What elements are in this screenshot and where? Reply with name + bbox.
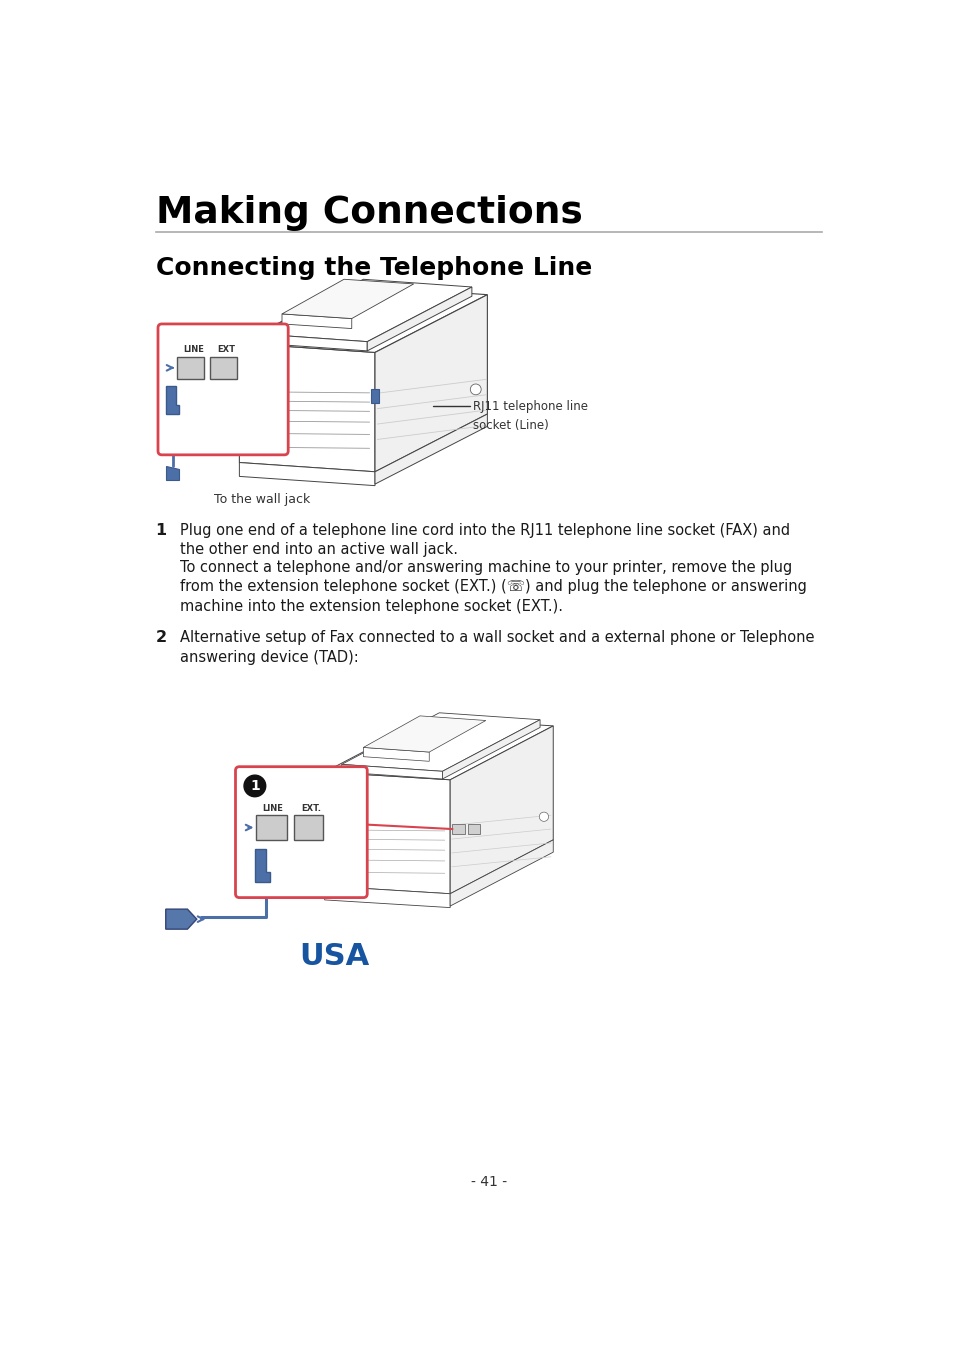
Text: EXT: EXT	[217, 345, 235, 354]
Polygon shape	[239, 343, 375, 472]
Polygon shape	[324, 718, 553, 780]
FancyBboxPatch shape	[294, 815, 323, 840]
Polygon shape	[375, 414, 487, 484]
Polygon shape	[324, 886, 450, 907]
Polygon shape	[450, 840, 553, 906]
Text: RJ11 telephone line: RJ11 telephone line	[473, 400, 588, 412]
Text: 1: 1	[155, 523, 167, 538]
Polygon shape	[282, 280, 414, 319]
Text: Alternative setup of Fax connected to a wall socket and a external phone or Tele: Alternative setup of Fax connected to a …	[179, 630, 813, 665]
FancyBboxPatch shape	[371, 389, 378, 403]
Text: 2: 2	[155, 630, 167, 645]
FancyBboxPatch shape	[210, 357, 236, 379]
Polygon shape	[166, 909, 196, 929]
FancyBboxPatch shape	[177, 357, 204, 379]
Polygon shape	[367, 287, 472, 352]
Polygon shape	[324, 772, 450, 894]
Polygon shape	[363, 748, 429, 761]
Polygon shape	[450, 726, 553, 894]
FancyBboxPatch shape	[243, 362, 256, 373]
FancyBboxPatch shape	[235, 767, 367, 898]
FancyBboxPatch shape	[256, 815, 287, 840]
Polygon shape	[166, 466, 179, 480]
Polygon shape	[282, 314, 352, 329]
Polygon shape	[442, 719, 539, 779]
Polygon shape	[341, 713, 539, 771]
Text: Making Connections: Making Connections	[155, 195, 582, 231]
Polygon shape	[258, 334, 367, 352]
Text: To the wall jack: To the wall jack	[214, 493, 311, 507]
Text: LINE: LINE	[262, 804, 283, 814]
Circle shape	[470, 384, 480, 395]
Text: - 41 -: - 41 -	[471, 1175, 506, 1188]
FancyBboxPatch shape	[452, 825, 464, 834]
Text: Connecting the Telephone Line: Connecting the Telephone Line	[155, 256, 591, 280]
Polygon shape	[375, 295, 487, 472]
Text: EXT.: EXT.	[301, 804, 321, 814]
Text: Plug one end of a telephone line cord into the RJ11 telephone line socket (FAX) : Plug one end of a telephone line cord in…	[179, 523, 789, 557]
Circle shape	[244, 775, 266, 796]
Polygon shape	[258, 280, 472, 342]
FancyBboxPatch shape	[260, 362, 274, 373]
Text: USA: USA	[299, 942, 370, 971]
Text: 1: 1	[250, 779, 259, 792]
Circle shape	[538, 813, 548, 822]
Polygon shape	[254, 849, 270, 883]
Text: LINE: LINE	[183, 345, 204, 354]
FancyBboxPatch shape	[158, 324, 288, 454]
Text: socket (Line): socket (Line)	[473, 419, 549, 431]
Polygon shape	[239, 462, 375, 485]
Polygon shape	[166, 385, 179, 414]
Text: To connect a telephone and/or answering machine to your printer, remove the plug: To connect a telephone and/or answering …	[179, 560, 805, 614]
Polygon shape	[239, 285, 487, 353]
FancyBboxPatch shape	[468, 825, 480, 834]
Polygon shape	[363, 715, 485, 752]
Polygon shape	[341, 764, 442, 779]
